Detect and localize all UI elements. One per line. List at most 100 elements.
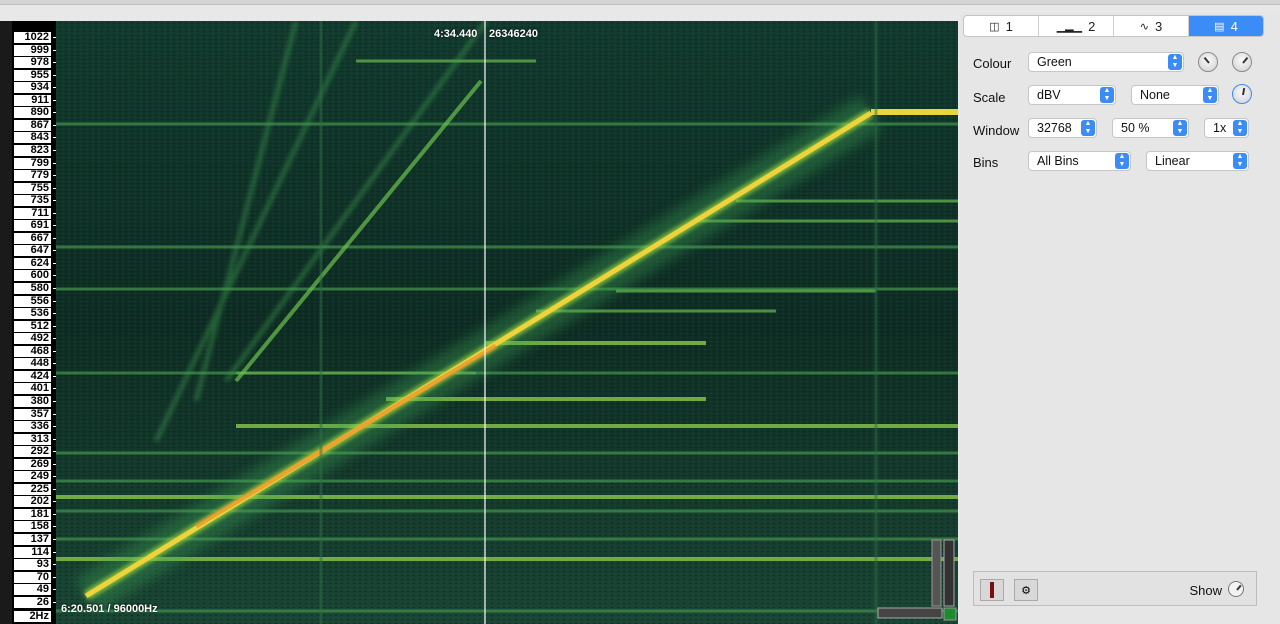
spectrogram-view[interactable]: 4:34.440 26346240 6:20.501 / 96000Hz <box>56 21 958 624</box>
scale-tick-label: 336 <box>14 421 51 433</box>
window-label: Window <box>973 123 1020 138</box>
tab-4[interactable]: ▤ 4 <box>1189 16 1263 36</box>
scale-tick-mark <box>53 375 56 377</box>
scale-tick-mark <box>53 225 56 227</box>
bins-value: All Bins <box>1037 154 1079 168</box>
scale-tick-label: 667 <box>14 232 51 244</box>
scale-tick-mark <box>53 175 56 177</box>
scale-tick-mark <box>53 74 56 76</box>
layer-color-button[interactable] <box>980 579 1004 601</box>
scale-tick-label: 556 <box>14 295 51 307</box>
scale-tick-label: 202 <box>14 496 51 508</box>
scale-tick-mark <box>53 149 56 151</box>
bins-select[interactable]: All Bins ▲ ▼ <box>1028 151 1131 171</box>
scale-tick-mark <box>53 212 56 214</box>
scale-tick-mark <box>53 388 56 390</box>
scale-tick-label: 999 <box>14 44 51 56</box>
scale-tick-mark <box>53 62 56 64</box>
scale-tick-label: 225 <box>14 483 51 495</box>
tab-label: 4 <box>1230 18 1238 34</box>
scale-tick-mark <box>53 551 56 553</box>
chevron-updown-icon: ▲ ▼ <box>1100 87 1114 103</box>
window-overlap-select[interactable]: 50 % ▲ ▼ <box>1112 118 1189 138</box>
waveform-icon: ∿ <box>1139 20 1149 33</box>
chevron-updown-icon: ▲ ▼ <box>1233 120 1247 136</box>
spectrogram-image <box>56 21 958 624</box>
show-toggle[interactable] <box>1228 581 1244 597</box>
scale-tick-mark <box>53 338 56 340</box>
scale-tick-label: 114 <box>14 546 51 558</box>
threshold-knob[interactable] <box>1232 84 1252 104</box>
colour-label: Colour <box>973 56 1012 71</box>
scale-tick-label: 843 <box>14 132 51 144</box>
scale-tick-label: 424 <box>14 370 51 382</box>
scale-tick-label: 93 <box>14 559 51 571</box>
position-info: 6:20.501 / 96000Hz <box>61 603 158 615</box>
scale-tick-mark <box>53 237 56 239</box>
scale-tick-mark <box>53 539 56 540</box>
tab-3[interactable]: ∿ 3 <box>1114 16 1189 36</box>
scale-tick-mark <box>53 589 56 591</box>
scale-tick-mark <box>53 513 56 515</box>
scale-select[interactable]: dBV ▲ ▼ <box>1028 85 1116 105</box>
scale-tick-mark <box>53 363 56 365</box>
scale-tick-mark <box>53 99 56 101</box>
window-top-bar <box>0 0 1280 5</box>
scale-tick-label: 536 <box>14 308 51 320</box>
tab-label: 1 <box>1005 18 1013 34</box>
chevron-updown-icon: ▲ ▼ <box>1168 54 1182 70</box>
tab-2[interactable]: ▁▂▁ 2 <box>1039 16 1114 36</box>
colour-select[interactable]: Green ▲ ▼ <box>1028 52 1184 72</box>
cursor-time: 4:34.440 <box>434 28 478 40</box>
window-size-value: 32768 <box>1037 121 1072 135</box>
scale-tick-label: 492 <box>14 333 51 345</box>
scale-tick-label: 1022 <box>14 32 51 43</box>
oversample-select[interactable]: 1x ▲ ▼ <box>1204 118 1249 138</box>
panes-icon: ◫ <box>989 20 1000 33</box>
layer-settings-button[interactable]: ⚙ <box>1014 579 1038 601</box>
scale-tick-label: 911 <box>14 94 51 106</box>
layer-footer: ⚙ Show <box>973 571 1257 606</box>
bin-display-value: Linear <box>1155 154 1190 168</box>
scale-tick-mark <box>53 400 56 402</box>
normalize-value: None <box>1140 88 1170 102</box>
scale-tick-label: 448 <box>14 358 51 370</box>
scale-tick-label: 867 <box>14 119 51 131</box>
scale-tick-label: 158 <box>14 521 51 533</box>
tab-label: 2 <box>1088 18 1096 34</box>
scale-tick-mark <box>53 451 56 453</box>
scale-tick-label: 647 <box>14 245 51 257</box>
colour-gain-knob[interactable] <box>1198 52 1218 72</box>
scale-tick-mark <box>53 526 56 528</box>
scale-tick-mark <box>53 325 56 327</box>
scale-tick-mark <box>53 350 56 352</box>
scale-tick-label: 137 <box>14 534 51 545</box>
normalize-select[interactable]: None ▲ ▼ <box>1131 85 1219 105</box>
scale-tick-mark <box>53 564 56 566</box>
frequency-scale: 1022 999 978 955 934 911 890 867 843 823 799 779 755… <box>12 21 56 624</box>
scale-tick-label: 934 <box>14 82 51 94</box>
left-edge <box>0 21 12 624</box>
scale-tick-label: 26 <box>14 596 51 608</box>
scale-tick-mark <box>53 413 56 415</box>
window-size-select[interactable]: 32768 ▲ ▼ <box>1028 118 1097 138</box>
bins-label: Bins <box>973 155 999 170</box>
scale-tick-label: 691 <box>14 220 51 232</box>
scale-tick-label: 269 <box>14 458 51 470</box>
scale-tick-label: 711 <box>14 207 51 219</box>
scale-tick-mark <box>53 313 56 315</box>
scale-tick-mark <box>53 200 56 202</box>
histogram-icon: ▁▂▁ <box>1056 20 1083 33</box>
scale-tick-label: 70 <box>14 571 51 583</box>
scale-tick-mark <box>53 476 56 478</box>
scale-tick-label: 779 <box>14 170 51 182</box>
colour-rotation-knob[interactable] <box>1232 52 1252 72</box>
scale-value: dBV <box>1037 88 1061 102</box>
scale-tick-mark <box>53 187 56 189</box>
bin-display-select[interactable]: Linear ▲ ▼ <box>1146 151 1249 171</box>
scale-tick-mark <box>53 463 56 465</box>
gear-icon: ⚙ <box>1021 584 1031 597</box>
scale-tick-mark <box>53 438 56 440</box>
scale-tick-mark <box>53 288 56 289</box>
tab-1[interactable]: ◫ 1 <box>964 16 1039 36</box>
